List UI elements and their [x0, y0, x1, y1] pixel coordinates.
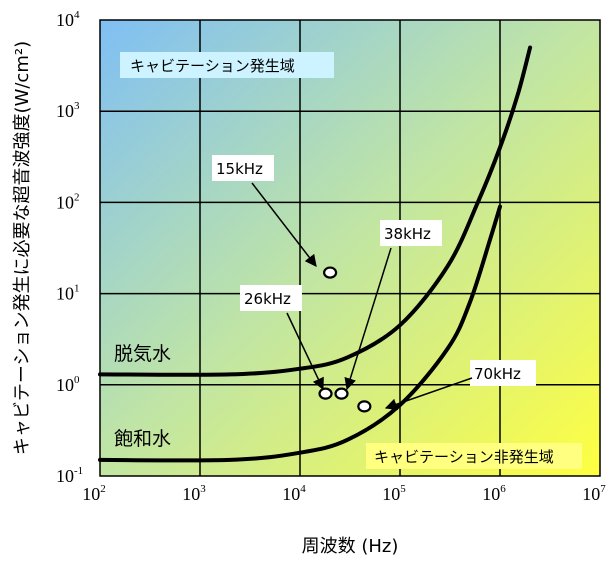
annotation-70khz-text: 70kHz — [474, 365, 521, 383]
annotation-70khz: 70kHz — [384, 360, 536, 411]
series-label-degassed: 脱気水 — [114, 343, 171, 365]
tick-labels: 102 103 104 105 106 107 10-1 100 101 102 103 104 — [56, 9, 606, 504]
data-point-38kHz — [334, 387, 349, 400]
y-tick-label: 103 — [56, 100, 80, 121]
y-tick-label: 100 — [56, 374, 80, 395]
x-tick-label: 103 — [182, 483, 206, 504]
annotation-15khz: 15kHz — [212, 155, 317, 267]
data-point-15kHz — [323, 266, 338, 279]
region-label-lower: キャビテーション非発生域 — [366, 443, 582, 469]
x-tick-label: 107 — [582, 483, 606, 504]
y-tick-label: 10-1 — [56, 465, 83, 486]
region-label-lower-text: キャビテーション非発生域 — [374, 448, 554, 466]
y-tick-label: 101 — [56, 283, 80, 304]
plot-frame — [99, 19, 601, 477]
annotation-15khz-arrow — [251, 182, 317, 267]
data-points — [318, 266, 372, 413]
annotations: 15kHz 26kHz 38kHz 70kHz — [212, 155, 536, 411]
annotation-26khz-text: 26kHz — [244, 290, 291, 308]
x-tick-label: 102 — [82, 483, 106, 504]
x-axis-label: 周波数 (Hz) — [302, 536, 399, 557]
region-label-upper-text: キャビテーション発生域 — [130, 57, 295, 75]
series-line-0 — [98, 45, 533, 377]
annotation-38khz: 38kHz — [344, 220, 442, 391]
annotation-38khz-arrow — [344, 247, 392, 391]
y-tick-label: 104 — [56, 9, 80, 30]
x-tick-label: 105 — [382, 483, 406, 504]
annotation-70khz-arrow — [384, 377, 473, 411]
x-tick-label: 104 — [282, 483, 306, 504]
y-axis-label: キャビテーション発生に必要な超音波強度(W/cm²) — [12, 41, 33, 455]
x-tick-label: 106 — [482, 483, 506, 504]
series-label-saturated: 飽和水 — [114, 428, 171, 450]
annotation-26khz: 26kHz — [240, 285, 324, 391]
data-point-26kHz — [318, 387, 333, 400]
series-labels: 脱気水 飽和水 — [114, 343, 171, 450]
plot-background — [100, 20, 600, 476]
y-tick-label: 102 — [56, 191, 80, 212]
annotation-15khz-text: 15kHz — [216, 160, 263, 178]
data-point-70kHz — [357, 400, 372, 413]
region-label-upper: キャビテーション発生域 — [120, 52, 334, 78]
annotation-38khz-text: 38kHz — [384, 225, 431, 243]
annotation-26khz-arrow — [286, 312, 324, 391]
